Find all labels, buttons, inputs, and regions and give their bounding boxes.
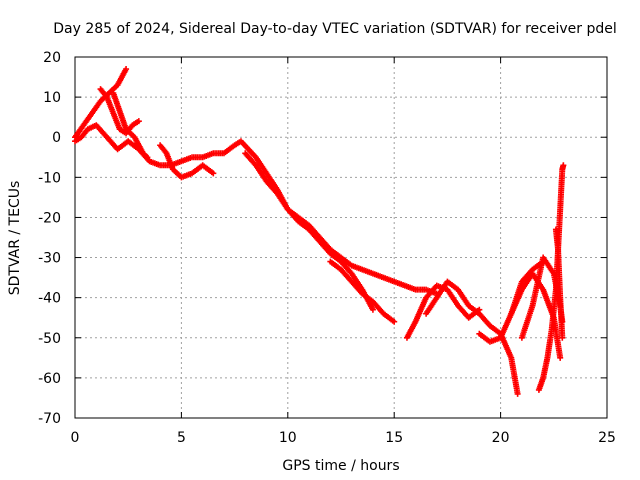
x-tick-label: 20 xyxy=(492,430,510,446)
y-tick-label: 10 xyxy=(43,90,61,106)
plot-frame xyxy=(74,56,608,419)
series-tail-b xyxy=(423,278,521,397)
chart-title: Day 285 of 2024, Sidereal Day-to-day VTE… xyxy=(53,21,617,37)
axis-ticks: 0 5 10 15 20 25 -70 -60 -50 -40 -30 -20 -10 0 10 20 xyxy=(38,50,616,446)
y-tick-label: -50 xyxy=(38,331,61,347)
y-tick-label: -30 xyxy=(38,251,61,267)
data-point xyxy=(144,154,151,161)
y-tick-label: -60 xyxy=(38,371,61,387)
data-point xyxy=(210,170,217,177)
series-final-drop xyxy=(552,226,566,341)
grid-lines xyxy=(75,57,607,418)
data-point xyxy=(514,390,521,397)
series-main-trend xyxy=(72,122,440,297)
y-tick-label: -20 xyxy=(38,210,61,226)
data-series xyxy=(72,66,567,397)
x-tick-label: 15 xyxy=(385,430,403,446)
series-lower-diagonal xyxy=(242,150,376,313)
data-point xyxy=(560,162,567,169)
data-point xyxy=(135,118,142,125)
y-tick-label: -70 xyxy=(38,411,61,427)
series-upper-segment-3 xyxy=(110,90,151,161)
data-point xyxy=(123,66,130,73)
x-tick-label: 0 xyxy=(71,430,80,446)
x-tick-label: 25 xyxy=(598,430,616,446)
data-point xyxy=(369,306,376,313)
series-tail-d xyxy=(508,270,564,361)
series-dive-a xyxy=(327,258,398,325)
x-tick-label: 10 xyxy=(279,430,297,446)
y-axis-label: SDTVAR / TECUs xyxy=(7,181,23,296)
series-upper-segment-2 xyxy=(97,86,142,137)
data-point xyxy=(391,318,398,325)
y-tick-label: -40 xyxy=(38,291,61,307)
series-mid-loop-a xyxy=(157,142,217,181)
y-tick-label: 20 xyxy=(43,50,61,66)
x-tick-label: 5 xyxy=(177,430,186,446)
data-point xyxy=(559,334,566,341)
y-tick-label: -10 xyxy=(38,170,61,186)
y-tick-label: 0 xyxy=(52,130,61,146)
data-point xyxy=(557,354,564,361)
x-axis-label: GPS time / hours xyxy=(282,458,399,474)
